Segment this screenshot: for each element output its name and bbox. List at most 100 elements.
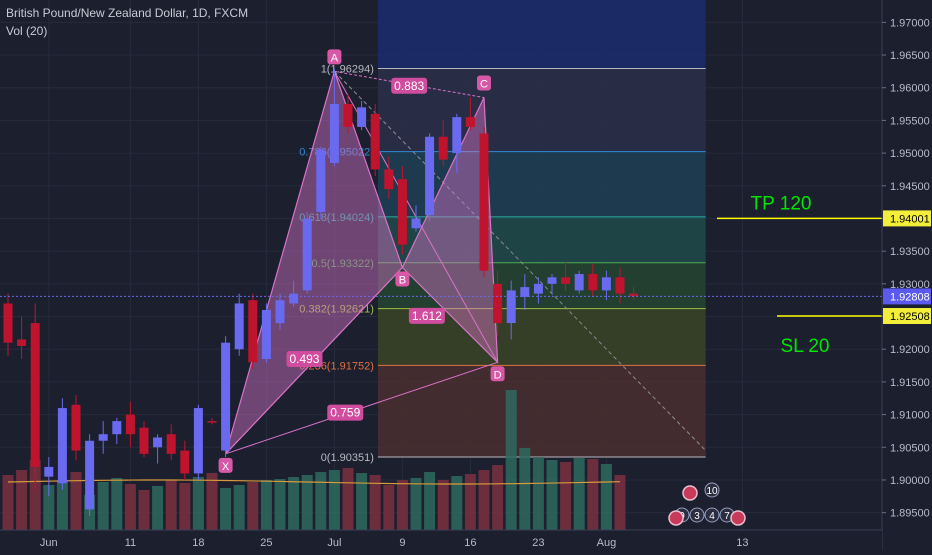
candle-body [506,290,516,324]
candle-body [615,277,625,294]
flag-icon [668,510,684,526]
volume-bar [165,480,177,530]
volume-bar [220,488,232,530]
price-tick-label: 1.91500 [890,377,930,389]
fib-band [377,365,706,458]
event-badge-count: 4 [709,511,715,522]
time-tick-label: 16 [464,537,476,549]
volume-bar [70,472,82,530]
level-text: TP 120 [751,193,812,214]
ratio-badge [391,77,428,94]
price-tick-label: 1.95500 [890,115,930,127]
pattern-point-label: A [331,52,339,64]
pattern-leg [225,267,403,455]
candle-body [275,300,285,324]
volume-bar [451,476,463,530]
pattern-point-badge [218,457,233,473]
time-tick-label: 23 [532,537,544,549]
pattern-point-label: D [494,369,502,381]
candle-body [57,408,67,484]
volume-bar [179,483,191,530]
volume-bar [97,482,109,530]
fib-label: 0(1.90351) [321,452,374,464]
ratio-label: 0.493 [289,352,319,366]
volume-bar [478,470,490,530]
candle-body [411,218,421,229]
volume-bar [560,462,572,530]
candle-body [112,421,122,435]
flag-icon [730,510,746,526]
candle-body [289,293,299,304]
fib-label: 0.5(1.93322) [312,258,374,270]
candle-body [329,104,339,163]
volume-bar [124,484,136,530]
candle-body [533,283,543,294]
candle-body [207,421,217,423]
ratio-label: 1.612 [412,309,442,323]
volume-bar [492,465,504,530]
fib-band [377,216,706,263]
ratio-badge [327,404,364,421]
price-tag [883,210,931,227]
time-tick-label: Jul [327,537,341,549]
candle-body [180,450,190,474]
volume-bar [519,448,531,530]
price-tick-label: 1.94500 [890,181,930,193]
fib-label: 0.382(1.92621) [299,304,374,316]
candle-body [248,300,258,363]
volume-bar [410,478,422,530]
candle-body [438,136,448,160]
candle-body [139,427,149,454]
time-axis[interactable]: Jun 11 18 25 Jul 9 16 23 Aug 13 [0,529,882,550]
volume-bar [383,485,395,530]
volume-bar [614,475,626,530]
candle-body [425,136,435,216]
pattern-point-badge [477,75,491,91]
price-axis[interactable]: 1.97000 1.96500 1.96000 1.95500 1.95000 1.945… [881,0,932,550]
candle-body [261,309,271,360]
volume-bar [56,480,68,530]
volume-bar [369,475,381,530]
volume-bar [532,457,544,530]
time-axis-background [0,530,882,550]
time-tick-label: 9 [399,537,405,549]
symbol-title: British Pound/New Zealand Dollar, 1D, FX… [6,6,249,20]
volume-ma-line [7,479,621,485]
candle-body [629,293,639,297]
candle-body [153,437,163,448]
pattern-point-label: C [480,79,488,91]
volume-bar [342,468,354,530]
candle-body [601,277,611,291]
volume-bars [2,390,626,530]
volume-bar [587,459,599,530]
volume-bar [16,470,28,530]
candle-body [384,169,394,190]
price-tick-label: 1.96500 [890,50,930,62]
candle-body [98,434,108,441]
candle-body [234,303,244,350]
time-tick-label: 25 [260,537,272,549]
volume-bar [288,477,300,530]
price-tick-label: 1.97000 [890,17,930,29]
candle-body [452,117,462,154]
price-tick-label: 1.89500 [890,508,930,520]
candle-body [30,323,40,467]
candles[interactable] [3,68,639,516]
volume-indicator-label[interactable]: Vol (20) [6,24,48,38]
event-badge-count: 10 [706,486,718,497]
fibonacci-retracement[interactable]: 1(1.96294)0.786(1.95022)0.618(1.94024)0.… [299,0,707,464]
pattern-point-label: X [222,461,230,473]
ratio-label: 0.883 [394,79,424,93]
volume-bar [138,490,150,530]
candle-body [316,149,326,212]
candle-body [520,287,530,297]
price-tick-label: 1.91000 [890,410,930,422]
price-tag [883,288,931,305]
volume-bar [437,480,449,530]
candle-body [302,218,312,291]
price-tick-label: 1.96000 [890,83,930,95]
price-tick-label: 1.90000 [890,475,930,487]
